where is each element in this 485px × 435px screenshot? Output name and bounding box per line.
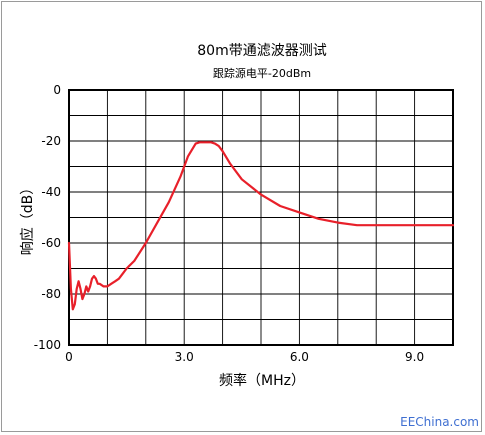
y-axis-label: 响应（dB） (19, 181, 36, 256)
x-axis-label: 频率（MHz） (219, 372, 305, 389)
y-tick-label: -20 (41, 134, 61, 148)
x-tick-label: 9.0 (405, 350, 424, 364)
series-line (67, 141, 455, 311)
x-tick-label: 0 (65, 350, 73, 364)
x-tick-label: 3.0 (175, 350, 194, 364)
watermark-text: EEChina.com (400, 415, 479, 429)
grid (69, 90, 453, 345)
chart-title: 80m带通滤波器测试 (197, 43, 326, 59)
y-tick-label: -100 (34, 338, 61, 352)
y-tick-label: -80 (41, 287, 61, 301)
plot-border (68, 89, 454, 346)
chart-subtitle: 跟踪源电平-20dBm (213, 66, 311, 80)
y-tick-labels: 0 -20 -40 -60 -80 -100 (34, 83, 61, 352)
y-tick-label: -60 (41, 236, 61, 250)
x-tick-labels: 0 3.0 6.0 9.0 (65, 350, 424, 364)
x-tick-label: 6.0 (290, 350, 309, 364)
y-tick-label: 0 (53, 83, 61, 97)
y-tick-label: -40 (41, 185, 61, 199)
